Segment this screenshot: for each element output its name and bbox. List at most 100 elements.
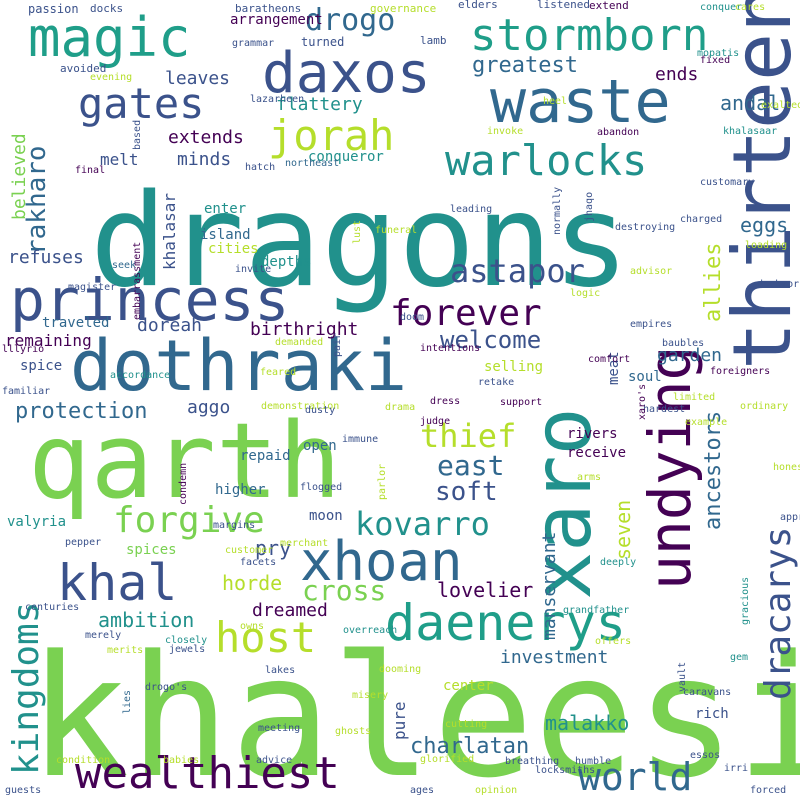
cloud-word: khalasar (160, 193, 179, 270)
cloud-word: drogo's (145, 682, 187, 693)
cloud-word: owns (240, 621, 264, 632)
cloud-word: merely (85, 630, 121, 641)
cloud-word: world (578, 755, 692, 799)
cloud-word: seven (611, 500, 635, 560)
cloud-word: soul (628, 369, 662, 385)
cloud-word: warlocks (445, 136, 647, 185)
cloud-word: based (132, 120, 143, 150)
cloud-word: lamb (420, 34, 447, 47)
cloud-word: irri (724, 763, 748, 774)
cloud-word: familiar (2, 386, 50, 397)
cloud-word: lakes (265, 665, 295, 676)
cloud-word: margins (213, 520, 255, 531)
cloud-word: lies (122, 690, 133, 714)
cloud-word: remaining (5, 331, 92, 350)
cloud-word: dockworker (757, 279, 800, 290)
cloud-word: undying (636, 346, 704, 590)
cloud-word: comfort (588, 354, 630, 365)
cloud-word: flogged (300, 482, 342, 493)
cloud-word: ancestors (701, 411, 726, 530)
cloud-word: babies (163, 755, 199, 766)
cloud-word: extends (168, 127, 244, 148)
cloud-word: gem (730, 652, 748, 663)
cloud-word: xhoan (300, 530, 463, 593)
cloud-word: repaid (240, 448, 291, 464)
cloud-word: caravans (683, 687, 731, 698)
cloud-word: receive (567, 445, 626, 461)
cloud-word: khaleesi (28, 619, 800, 800)
cloud-word: demonstration (261, 401, 339, 412)
cloud-word: higher (215, 482, 266, 498)
cloud-word: offers (595, 636, 631, 647)
cloud-word: greatest (472, 53, 578, 78)
cloud-word: dragons (90, 167, 629, 316)
cloud-word: leading (450, 204, 492, 215)
cloud-word: example (685, 417, 727, 428)
cloud-word: pair (332, 333, 343, 357)
cloud-word: xaro's (637, 384, 648, 420)
cloud-word: honesty (773, 462, 800, 473)
cloud-word: centuries (25, 602, 79, 613)
cloud-word: passion (28, 2, 79, 16)
cloud-word: charlatan (410, 734, 529, 759)
cloud-word: turned (301, 35, 344, 49)
cloud-word: jewels (169, 644, 205, 655)
cloud-word: avoided (60, 62, 106, 75)
cloud-word: rivers (567, 426, 618, 442)
cloud-word: stormborn (470, 10, 708, 61)
cloud-word: host (215, 613, 316, 662)
cloud-word: glorified (420, 754, 474, 765)
cloud-word: mopatis (697, 48, 739, 59)
cloud-word: arrangement (230, 12, 323, 28)
cloud-word: parlor (377, 464, 388, 500)
cloud-word: evening (90, 72, 132, 83)
cloud-word: lovelier (437, 578, 533, 602)
cloud-word: closely (165, 635, 207, 646)
cloud-word: foreigners (710, 366, 770, 377)
cloud-word: drama (385, 402, 415, 413)
cloud-word: guests (5, 785, 41, 796)
cloud-word: waste (490, 67, 671, 137)
cloud-word: magister (68, 282, 116, 293)
cloud-word: minds (177, 149, 231, 170)
cloud-word: qarth (28, 400, 341, 522)
cloud-word: kingdoms (6, 602, 47, 775)
cloud-word: listened (537, 0, 590, 11)
cloud-word: investment (500, 647, 608, 668)
cloud-word: gates (78, 79, 204, 128)
cloud-word: believed (9, 133, 30, 220)
cloud-word: support (500, 397, 542, 408)
cloud-word: open (303, 438, 337, 454)
cloud-word: flattery (276, 94, 363, 115)
cloud-word: doreah (137, 315, 202, 336)
cloud-word: thief (420, 417, 516, 455)
cloud-word: princess (10, 266, 289, 334)
cloud-word: extend (589, 0, 629, 12)
cloud-word: east (437, 449, 504, 482)
cloud-word: lllyrio (2, 344, 44, 355)
cloud-word: logic (570, 288, 600, 299)
cloud-word: breathing (505, 756, 559, 767)
cloud-word: jhaqo (584, 192, 595, 222)
cloud-word: invoke (487, 126, 523, 137)
cloud-word: retake (478, 377, 514, 388)
cloud-word: lust (352, 220, 363, 244)
cloud-word: judge (420, 416, 450, 427)
cloud-word: soft (435, 477, 498, 507)
cloud-word: customary (700, 177, 754, 188)
cloud-word: ages (410, 785, 434, 796)
cloud-word: center (443, 678, 494, 694)
cloud-word: dress (430, 396, 460, 407)
cloud-word: protection (15, 399, 147, 424)
cloud-word: dusty (305, 405, 335, 416)
cloud-word: merits (107, 645, 143, 656)
cloud-word: eggs (740, 213, 788, 237)
cloud-word: spice (20, 358, 62, 374)
cloud-word: conquer (700, 2, 742, 13)
cloud-word: khal (57, 554, 177, 612)
cloud-word: humble (575, 756, 611, 767)
cloud-word: overreach (343, 625, 397, 636)
cloud-word: lazarheen (250, 94, 304, 105)
cloud-word: facets (240, 557, 276, 568)
